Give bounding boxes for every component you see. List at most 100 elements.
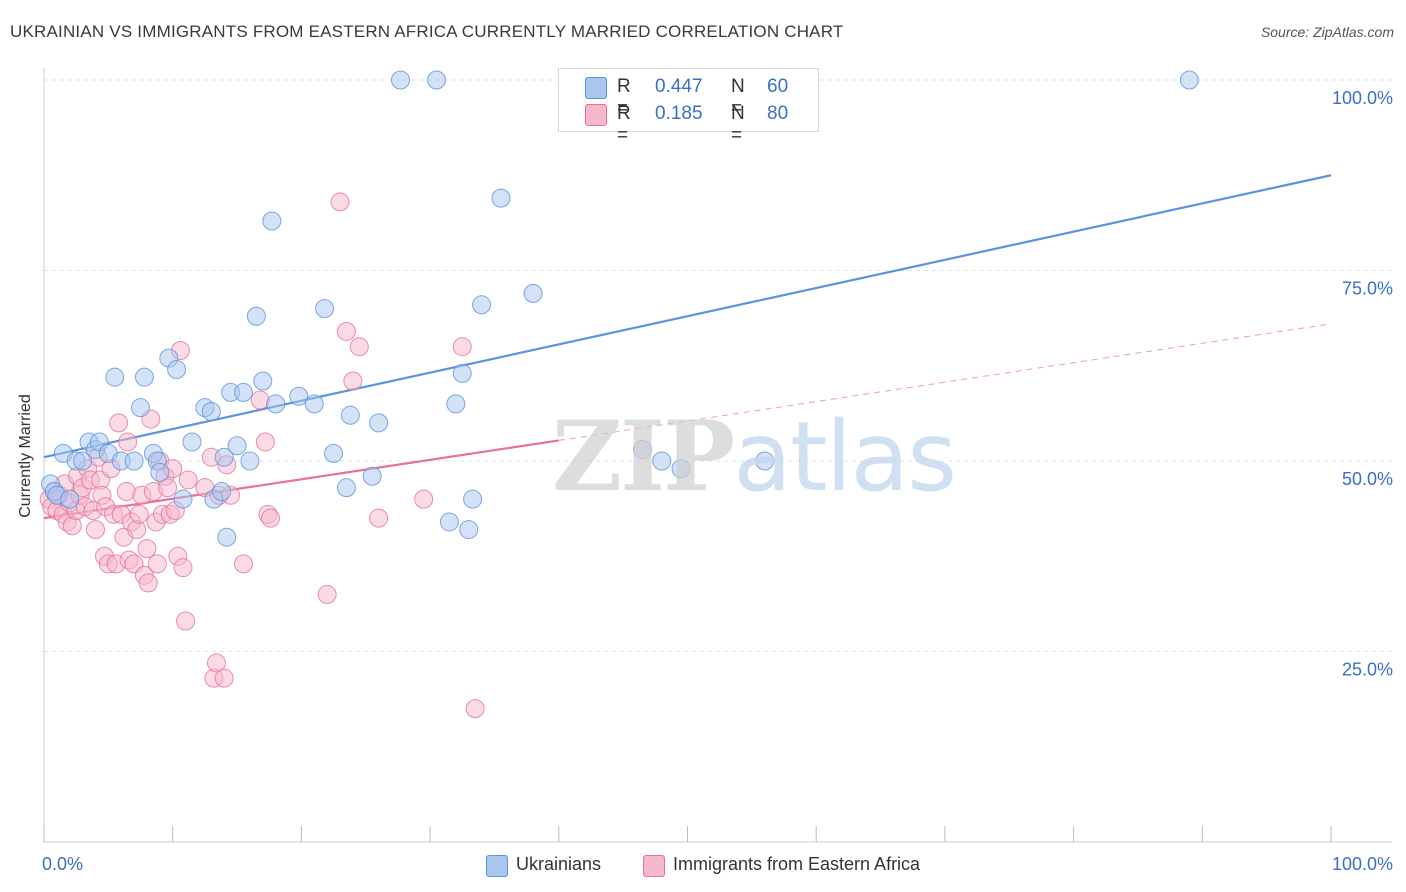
point-ukrainians: [390, 70, 410, 90]
point-ukrainians: [289, 386, 309, 406]
point-ukrainians: [369, 413, 389, 433]
point-eastern-africa: [206, 653, 226, 673]
point-eastern-africa: [137, 539, 157, 559]
trend-line-eastern-africa: [43, 439, 559, 520]
point-eastern-africa: [343, 371, 363, 391]
point-eastern-africa: [118, 432, 138, 452]
legend-swatch-eastern-africa: [643, 855, 665, 877]
point-ukrainians: [233, 382, 253, 402]
point-eastern-africa: [214, 668, 234, 688]
point-ukrainians: [755, 451, 775, 471]
point-ukrainians: [452, 363, 472, 383]
legend-n-value: 80: [767, 103, 789, 124]
point-ukrainians: [439, 512, 459, 532]
point-ukrainians: [212, 481, 232, 501]
x-tick-label: 0.0%: [42, 854, 83, 874]
trend-extension-eastern-africa: [558, 323, 1332, 441]
point-ukrainians: [124, 451, 144, 471]
tick-label-layer: 25.0% 50.0% 75.0% 100.0% 0.0% 100.0%: [42, 88, 1393, 874]
point-ukrainians: [150, 462, 170, 482]
point-ukrainians: [632, 440, 652, 460]
point-eastern-africa: [129, 504, 149, 524]
legend-n-label: N =: [731, 76, 745, 119]
source-credit: Source: ZipAtlas.com: [1260, 24, 1394, 40]
point-ukrainians: [324, 443, 344, 463]
point-ukrainians: [60, 489, 80, 509]
point-ukrainians: [173, 489, 193, 509]
point-ukrainians: [73, 451, 93, 471]
point-eastern-africa: [261, 508, 281, 528]
point-ukrainians: [214, 447, 234, 467]
legend-r-value: 0.447: [655, 76, 703, 97]
y-tick-label: 25.0%: [1342, 660, 1393, 680]
point-ukrainians: [340, 405, 360, 425]
x-tick-label: 100.0%: [1332, 854, 1393, 874]
point-ukrainians: [217, 527, 237, 547]
point-eastern-africa: [233, 554, 253, 574]
legend-n-value: 60: [767, 76, 789, 97]
y-axis-label-wrap: Currently Married: [6, 0, 46, 892]
point-ukrainians: [253, 371, 273, 391]
point-ukrainians: [262, 211, 282, 231]
point-ukrainians: [105, 367, 125, 387]
legend-r-label: R =: [617, 76, 631, 119]
point-eastern-africa: [349, 337, 369, 357]
point-ukrainians: [652, 451, 672, 471]
point-eastern-africa: [336, 321, 356, 341]
y-tick-label: 100.0%: [1332, 88, 1393, 108]
point-eastern-africa: [330, 192, 350, 212]
point-ukrainians: [427, 70, 447, 90]
y-tick-label: 75.0%: [1342, 279, 1393, 299]
legend-n-label: N =: [731, 103, 745, 146]
y-axis-label: Currently Married: [17, 394, 34, 518]
point-ukrainians: [336, 478, 356, 498]
point-ukrainians: [227, 436, 247, 456]
point-ukrainians: [315, 299, 335, 319]
legend-label-eastern-africa: Immigrants from Eastern Africa: [673, 854, 921, 874]
point-ukrainians: [134, 367, 154, 387]
point-ukrainians: [266, 394, 286, 414]
point-eastern-africa: [109, 413, 129, 433]
correlation-legend: R = 0.447 N = 60 R = 0.185 N = 80: [558, 68, 819, 146]
point-eastern-africa: [255, 432, 275, 452]
point-eastern-africa: [317, 584, 337, 604]
legend-swatch-eastern-africa: [585, 104, 607, 126]
watermark: ZIPatlas: [552, 400, 957, 513]
point-eastern-africa: [452, 337, 472, 357]
axis-layer: [43, 68, 1392, 843]
point-ukrainians: [167, 360, 187, 380]
point-ukrainians: [201, 401, 221, 421]
point-ukrainians: [523, 283, 543, 303]
point-eastern-africa: [369, 508, 389, 528]
point-ukrainians: [362, 466, 382, 486]
point-ukrainians: [246, 306, 266, 326]
point-ukrainians: [459, 520, 479, 540]
point-eastern-africa: [173, 558, 193, 578]
point-ukrainians: [463, 489, 483, 509]
point-ukrainians: [446, 394, 466, 414]
point-ukrainians: [240, 451, 260, 471]
watermark-atlas: atlas: [733, 401, 957, 513]
point-ukrainians: [304, 394, 324, 414]
series-legend: Ukrainians Immigrants from Eastern Afric…: [0, 850, 1406, 880]
point-ukrainians: [182, 432, 202, 452]
y-tick-label: 50.0%: [1342, 469, 1393, 489]
trend-layer: [43, 174, 1332, 520]
point-ukrainians: [491, 188, 511, 208]
point-eastern-africa: [147, 554, 167, 574]
point-eastern-africa: [176, 611, 196, 631]
point-ukrainians: [671, 459, 691, 479]
point-eastern-africa: [158, 478, 178, 498]
point-ukrainians: [131, 398, 151, 418]
point-ukrainians: [1179, 70, 1199, 90]
legend-swatch-ukrainians: [585, 77, 607, 99]
point-eastern-africa: [85, 520, 105, 540]
watermark-zip: ZIP: [552, 400, 735, 513]
point-eastern-africa: [178, 470, 198, 490]
legend-r-value: 0.185: [655, 103, 703, 124]
points-layer: [39, 70, 1199, 719]
point-eastern-africa: [414, 489, 434, 509]
point-ukrainians: [472, 295, 492, 315]
point-eastern-africa: [465, 699, 485, 719]
